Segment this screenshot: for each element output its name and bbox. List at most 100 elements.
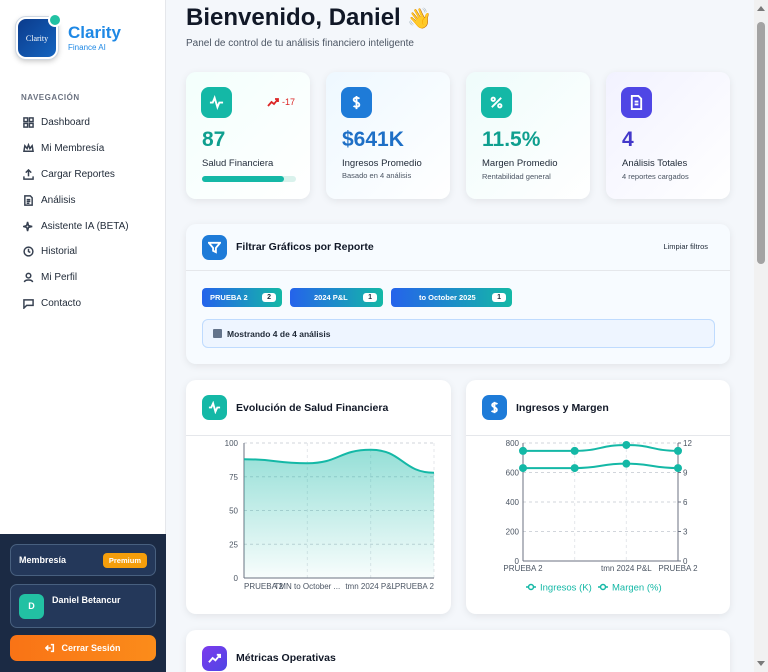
sidebar-item-history[interactable]: Historial [0,239,165,265]
sidebar-item-contact[interactable]: Contacto [0,291,165,317]
scrollbar[interactable] [754,0,768,672]
trend-up-icon [267,97,279,107]
legend-marker [599,583,607,591]
pulse-icon [202,395,227,420]
sidebar-item-analysis[interactable]: Análisis [0,187,165,213]
y-tick-label: 25 [229,540,238,549]
filter-chip[interactable]: PRUEBA 2 2 [202,288,282,307]
pulse-icon [201,87,232,118]
x-tick-label: PRUEBA 2 [658,564,698,573]
logout-button[interactable]: Cerrar Sesión [10,635,156,661]
trend-value: -17 [281,97,295,107]
dollar-icon [341,87,372,118]
health-progress-fill [202,176,284,182]
stat-sub: 4 reportes cargados [622,172,689,181]
user-name: Daniel Betancur [52,595,121,605]
y-tick-label-left: 0 [515,557,520,566]
filter-chip[interactable]: 2024 P&L 1 [290,288,383,307]
data-point [519,446,527,455]
sidebar-item-label: Contacto [41,297,82,309]
page-title-text: Bienvenido, Daniel [186,4,401,31]
bar-chart-icon [213,329,222,338]
stat-label: Análisis Totales [622,158,688,169]
scroll-down-icon[interactable] [757,661,765,666]
x-tick-label: PRUEBA 2 [503,564,543,573]
series-line [243,448,435,474]
crown-icon [23,143,34,154]
ops-title: Métricas Operativas [236,652,336,664]
user-box[interactable]: D Daniel Betancur [10,584,156,628]
stat-card-total[interactable]: 4 Análisis Totales 4 reportes cargados [606,72,730,199]
filter-card: Filtrar Gráficos por Reporte Limpiar fil… [186,224,730,364]
sidebar-item-assistant[interactable]: Asistente IA (BETA) [0,213,165,239]
series-line [523,443,679,452]
health-chart-card: Evolución de Salud Financiera 0 25 50 75 100… [186,380,451,614]
x-tick-label: tmn 2024 P&L [345,582,396,591]
brand: Clarity Clarity Finance AI [0,0,165,76]
y-tick-label-left: 600 [506,469,520,478]
data-point [570,446,579,455]
y-tick-label: 100 [225,439,239,448]
logout-icon [45,643,55,653]
legend-label: Margen (%) [612,583,662,594]
percent-icon [481,87,512,118]
page-subtitle: Panel de control de tu análisis financie… [186,38,414,49]
grid-icon [23,117,34,129]
income-chart-card: Ingresos y Margen 0 200 400 600 800 0 3 6 9 12 PRU… [466,380,730,614]
y-tick-label-right: 3 [683,528,688,537]
y-tick-label-right: 9 [683,469,688,478]
stat-label: Ingresos Promedio [342,158,422,169]
wave-emoji: 👋 [407,8,433,30]
sidebar-item-dashboard[interactable]: Dashboard [0,110,165,136]
membership-label: Membresía [19,555,67,565]
filter-title: Filtrar Gráficos por Reporte [236,241,374,253]
history-icon [23,246,34,258]
x-tick-label: TMN to October ... [274,582,340,591]
chip-label: to October 2025 [419,293,476,302]
chip-count: 2 [262,293,276,302]
legend-label: Ingresos (K) [540,583,592,594]
stat-value: $641K [342,128,404,151]
series-line [523,462,679,470]
showing-text: Mostrando 4 de 4 análisis [227,328,331,339]
stat-card-income[interactable]: $641K Ingresos Promedio Basado en 4 anál… [326,72,450,199]
brand-logo[interactable]: Clarity [15,13,62,60]
sparkle-badge-icon [48,13,62,27]
stat-label: Salud Financiera [202,158,274,169]
ops-header: Métricas Operativas [186,630,730,672]
stat-card-margin[interactable]: 11.5% Margen Promedio Rentabilidad gener… [466,72,590,199]
user-icon [23,272,34,283]
chart-title: Ingresos y Margen [516,401,609,414]
premium-badge: Premium [102,552,147,568]
data-point [674,446,682,455]
filter-chip[interactable]: to October 2025 1 [391,288,512,307]
y-tick-label-left: 400 [506,498,520,507]
sidebar-item-upload[interactable]: Cargar Reportes [0,162,165,188]
chat-icon [23,298,34,309]
stat-card-health[interactable]: -17 87 Salud Financiera [186,72,310,199]
sidebar-item-label: Dashboard [41,117,90,129]
clear-filters-button[interactable]: Limpiar filtros [663,242,708,251]
legend-marker [527,583,535,591]
sidebar-item-label: Asistente IA (BETA) [41,220,129,232]
stat-label: Margen Promedio [482,158,558,169]
health-progress-bar [202,176,296,182]
logout-label: Cerrar Sesión [61,643,121,653]
chart-header: Ingresos y Margen [466,380,730,436]
scroll-up-icon[interactable] [757,6,765,11]
membership-box[interactable]: Membresía Premium [10,544,156,576]
scrollbar-thumb[interactable] [757,22,765,264]
data-point [519,464,527,473]
stat-sub: Rentabilidad general [482,172,551,181]
x-tick-label: PRUEBA 2 [244,582,284,591]
sidebar-item-label: Mi Membresía [41,143,105,155]
stat-sub: Basado en 4 análisis [342,171,412,180]
sidebar-item-membership[interactable]: Mi Membresía [0,136,165,162]
sidebar-item-profile[interactable]: Mi Perfil [0,265,165,291]
document-icon [621,87,652,118]
data-point [622,459,631,468]
sidebar-footer: Membresía Premium D Daniel Betancur Cerr… [0,534,166,672]
sidebar-nav: Dashboard Mi Membresía Cargar Reportes A… [0,110,165,316]
avatar: D [19,593,44,619]
